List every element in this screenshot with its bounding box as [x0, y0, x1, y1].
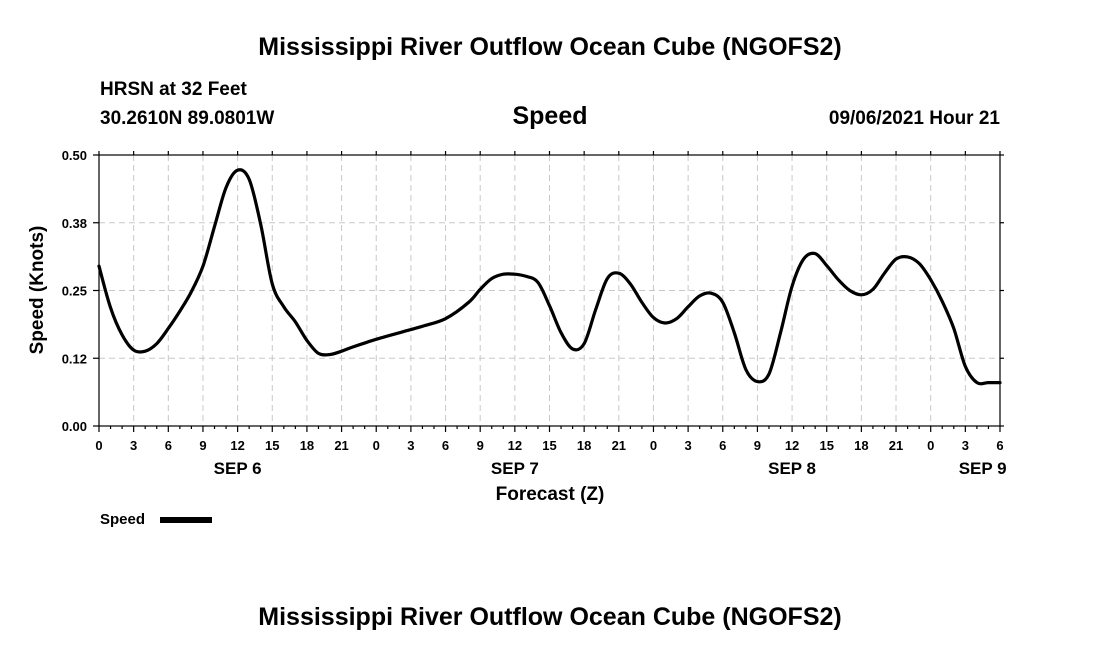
x-tick-label: 9	[199, 438, 206, 453]
y-tick-label: 0.12	[62, 351, 87, 366]
x-tick-label: 3	[684, 438, 691, 453]
station-coordinates: 30.2610N 89.0801W	[100, 108, 274, 129]
x-tick-label: 0	[650, 438, 657, 453]
x-tick-label: 18	[854, 438, 868, 453]
forecast-datetime: 09/06/2021 Hour 21	[829, 108, 1001, 129]
x-tick-label: 6	[165, 438, 172, 453]
x-tick-label: 6	[996, 438, 1003, 453]
x-tick-label: 0	[373, 438, 380, 453]
x-tick-label: 12	[508, 438, 522, 453]
y-tick-label: 0.25	[62, 284, 87, 299]
variable-title: Speed	[512, 102, 587, 130]
series-line-speed	[97, 168, 1002, 386]
y-tick-label: 0.38	[62, 216, 87, 231]
x-tick-label: 9	[754, 438, 761, 453]
day-label: SEP 6	[214, 459, 262, 478]
day-label: SEP 7	[491, 459, 539, 478]
day-label: SEP 9	[959, 459, 1007, 478]
x-tick-label: 3	[130, 438, 137, 453]
y-tick-label: 0.50	[62, 148, 87, 163]
x-tick-label: 6	[719, 438, 726, 453]
x-tick-label: 0	[95, 438, 102, 453]
x-tick-label: 12	[785, 438, 799, 453]
x-tick-label: 15	[542, 438, 556, 453]
x-tick-label: 12	[230, 438, 244, 453]
axis-ticks: 0 3 6 9 12 15 18 21 0 3 6 9 12 15 18 21 0 3 6 9 12 15 18 21 0 3 6 0…	[62, 148, 1007, 478]
x-tick-label: 21	[889, 438, 903, 453]
station-label: HRSN at 32 Feet	[100, 79, 247, 100]
x-tick-label: 9	[477, 438, 484, 453]
x-tick-label: 0	[927, 438, 934, 453]
chart-title-bottom: Mississippi River Outflow Ocean Cube (NG…	[258, 603, 841, 631]
x-tick-label: 15	[265, 438, 279, 453]
x-tick-label: 21	[612, 438, 626, 453]
x-tick-label: 6	[442, 438, 449, 453]
series-layer	[97, 168, 1002, 386]
legend-label: Speed	[100, 511, 145, 528]
x-tick-label: 18	[300, 438, 314, 453]
legend: Speed	[100, 511, 212, 528]
y-axis-label: Speed (Knots)	[27, 226, 48, 355]
x-tick-label: 3	[407, 438, 414, 453]
x-tick-label: 18	[577, 438, 591, 453]
x-axis-label: Forecast (Z)	[496, 484, 605, 505]
x-tick-label: 15	[819, 438, 833, 453]
day-label: SEP 8	[768, 459, 816, 478]
legend-swatch	[160, 517, 212, 523]
x-tick-label: 3	[962, 438, 969, 453]
x-tick-label: 21	[334, 438, 348, 453]
y-tick-label: 0.00	[62, 419, 87, 434]
chart-title-top: Mississippi River Outflow Ocean Cube (NG…	[258, 33, 841, 61]
grid-lines	[99, 155, 1000, 426]
